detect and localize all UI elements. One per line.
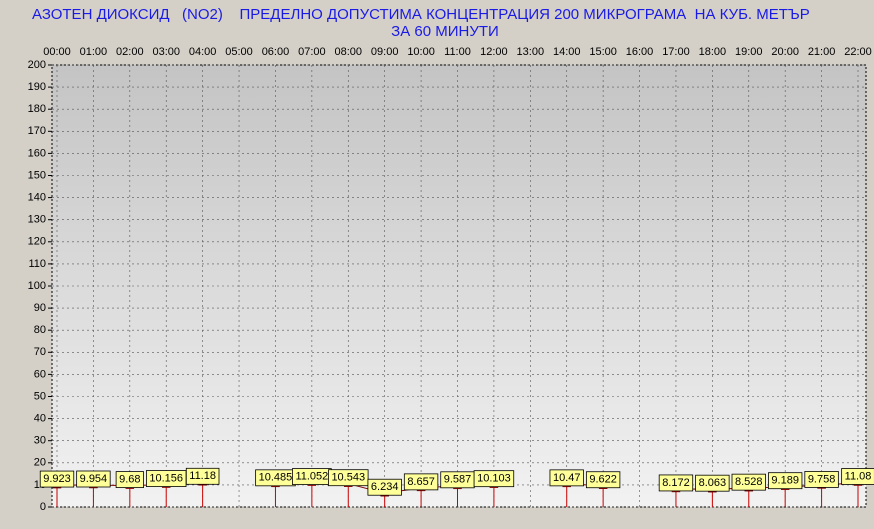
- y-tick-label: 60: [34, 368, 46, 380]
- value-label: 8.172: [662, 477, 690, 489]
- value-label: 10.156: [149, 472, 183, 484]
- y-tick-label: 120: [28, 236, 46, 248]
- value-label-box: [585, 471, 621, 489]
- x-tick-label: 14:00: [553, 46, 581, 58]
- y-tick-label: 40: [34, 413, 46, 425]
- value-label-box: [403, 473, 439, 491]
- x-tick-label: 12:00: [480, 46, 508, 58]
- value-label: 9.923: [43, 473, 71, 485]
- y-tick-label: 160: [28, 147, 46, 159]
- y-tick-label: 20: [34, 457, 46, 469]
- x-tick-label: 22:00: [844, 46, 872, 58]
- y-tick-label: 140: [28, 192, 46, 204]
- value-label-box: [473, 470, 515, 488]
- value-label: 10.485: [259, 472, 293, 484]
- value-label-box: [367, 478, 402, 496]
- x-tick-label: 19:00: [735, 46, 763, 58]
- x-tick-label: 15:00: [589, 46, 617, 58]
- y-tick-label: 90: [34, 302, 46, 314]
- value-label-box: [841, 468, 874, 485]
- value-label-box: [76, 470, 111, 488]
- y-tick-label: 150: [28, 169, 46, 181]
- value-label: 11.08: [845, 470, 872, 482]
- value-label: 9.68: [119, 474, 140, 486]
- value-label: 9.622: [589, 474, 617, 486]
- x-tick-label: 03:00: [152, 46, 180, 58]
- value-label-box: [695, 474, 730, 492]
- y-tick-label: 100: [28, 280, 46, 292]
- chart-title: АЗОТЕН ДИОКСИД (NO2) ПРЕДЕЛНО ДОПУСТИМА …: [32, 6, 810, 23]
- y-tick-label: 30: [34, 435, 46, 447]
- value-label: 9.954: [80, 473, 108, 485]
- value-label: 8.063: [699, 477, 727, 489]
- value-label: 11.18: [189, 470, 216, 482]
- x-tick-label: 17:00: [662, 46, 690, 58]
- y-tick-label: 0: [40, 501, 46, 513]
- y-tick-label: 200: [28, 59, 46, 71]
- value-label: 11.052: [295, 470, 328, 482]
- x-tick-label: 04:00: [189, 46, 217, 58]
- x-tick-label: 20:00: [771, 46, 799, 58]
- value-label: 9.758: [808, 473, 836, 485]
- y-tick-label: 80: [34, 324, 46, 336]
- x-tick-label: 11:00: [444, 46, 471, 58]
- value-label: 9.587: [444, 474, 472, 486]
- value-label: 10.103: [477, 473, 511, 485]
- y-tick-label: 110: [28, 258, 46, 270]
- value-label-box: [804, 471, 839, 488]
- value-label-box: [115, 471, 144, 489]
- x-tick-label: 00:00: [43, 46, 71, 58]
- x-tick-label: 07:00: [298, 46, 326, 58]
- value-label-box: [328, 469, 369, 487]
- value-label-box: [768, 472, 803, 490]
- value-label: 8.657: [407, 476, 435, 488]
- y-tick-label: 50: [34, 390, 46, 402]
- x-tick-label: 05:00: [225, 46, 253, 58]
- x-tick-label: 06:00: [262, 46, 290, 58]
- x-tick-label: 09:00: [371, 46, 399, 58]
- value-label: 9.189: [771, 475, 799, 487]
- x-tick-label: 21:00: [808, 46, 836, 58]
- value-label-box: [731, 473, 766, 491]
- value-label: 10.47: [553, 472, 581, 484]
- chart-subtitle: ЗА 60 МИНУТИ: [391, 23, 499, 40]
- value-label: 6.234: [371, 481, 399, 493]
- y-tick-label: 190: [28, 81, 46, 93]
- y-tick-label: 70: [34, 346, 46, 358]
- y-tick-label: 180: [28, 103, 46, 115]
- value-label-box: [185, 467, 220, 485]
- x-tick-label: 16:00: [626, 46, 654, 58]
- x-tick-label: 13:00: [517, 46, 545, 58]
- x-tick-label: 10:00: [407, 46, 435, 58]
- x-tick-label: 02:00: [116, 46, 144, 58]
- y-tick-label: 170: [28, 125, 46, 137]
- x-tick-label: 18:00: [699, 46, 727, 58]
- value-label: 8.528: [735, 476, 763, 488]
- value-label-box: [39, 470, 75, 488]
- value-label-box: [658, 474, 694, 492]
- y-tick-label: 130: [28, 214, 46, 226]
- x-tick-label: 01:00: [80, 46, 108, 58]
- value-label-box: [549, 469, 584, 487]
- value-label: 10.543: [331, 472, 365, 484]
- x-tick-label: 08:00: [335, 46, 363, 58]
